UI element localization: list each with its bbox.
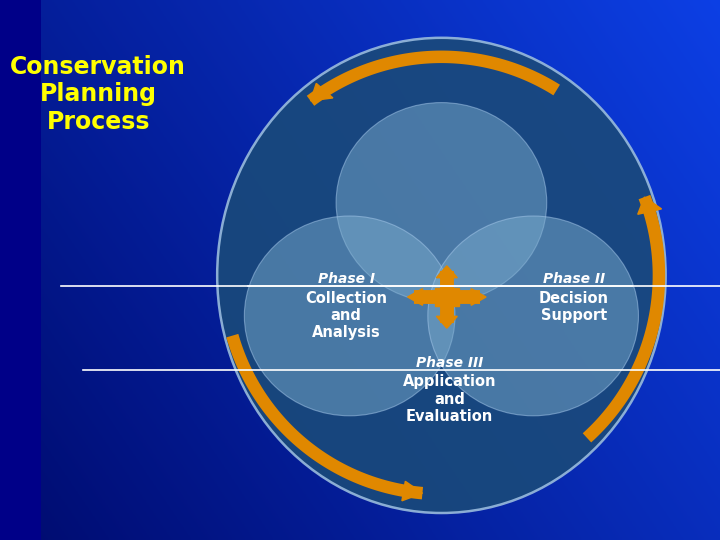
- Text: Phase II: Phase II: [543, 272, 605, 286]
- Ellipse shape: [217, 38, 666, 513]
- Text: Phase I: Phase I: [318, 272, 375, 286]
- Text: Conservation
Planning
Process: Conservation Planning Process: [10, 55, 186, 134]
- Polygon shape: [435, 287, 459, 307]
- Polygon shape: [310, 83, 333, 101]
- Polygon shape: [402, 481, 423, 501]
- Text: Application
and
Evaluation: Application and Evaluation: [402, 374, 496, 424]
- Polygon shape: [408, 289, 423, 305]
- Ellipse shape: [336, 103, 546, 302]
- Polygon shape: [436, 316, 457, 328]
- Ellipse shape: [244, 216, 455, 416]
- Text: Phase III: Phase III: [416, 356, 483, 370]
- Text: Collection
and
Analysis: Collection and Analysis: [305, 291, 387, 340]
- Ellipse shape: [428, 216, 639, 416]
- Polygon shape: [471, 289, 486, 305]
- Polygon shape: [638, 197, 662, 214]
- Polygon shape: [436, 266, 457, 278]
- Text: Decision
Support: Decision Support: [539, 291, 609, 323]
